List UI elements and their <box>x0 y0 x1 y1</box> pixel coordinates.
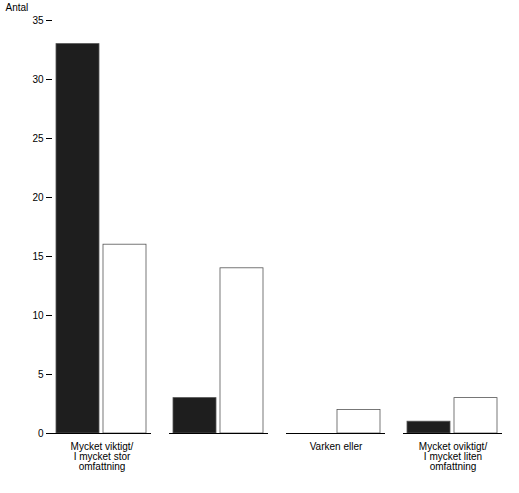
svg-text:35: 35 <box>32 15 44 26</box>
svg-text:Mycket oviktigt/I mycket liten: Mycket oviktigt/I mycket litenomfattning <box>419 441 488 472</box>
svg-text:Mycket viktigt/I mycket storom: Mycket viktigt/I mycket storomfattning <box>71 441 134 472</box>
svg-text:5: 5 <box>38 369 44 380</box>
svg-text:30: 30 <box>32 74 44 85</box>
svg-text:Antal: Antal <box>6 2 29 13</box>
svg-text:15: 15 <box>32 251 44 262</box>
svg-text:20: 20 <box>32 192 44 203</box>
svg-text:Varken eller: Varken eller <box>310 441 363 452</box>
svg-text:25: 25 <box>32 133 44 144</box>
svg-text:10: 10 <box>32 310 44 321</box>
svg-text:0: 0 <box>38 428 44 439</box>
